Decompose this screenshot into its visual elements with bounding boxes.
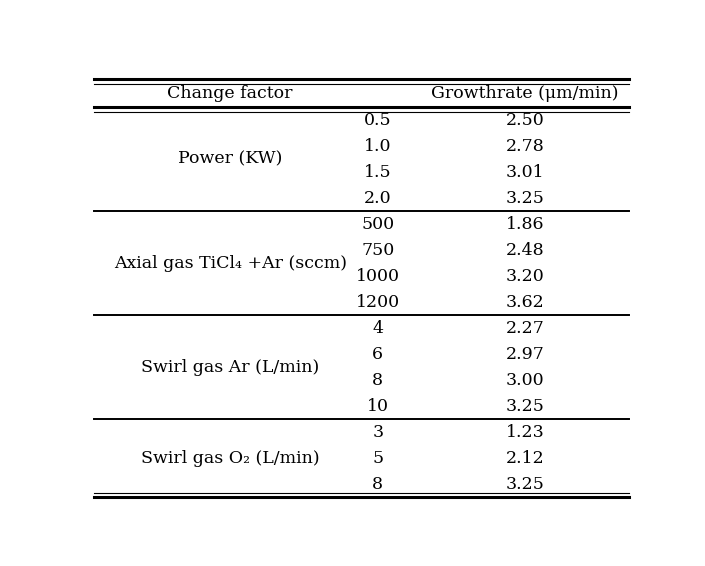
Text: Swirl gas Ar (L/min): Swirl gas Ar (L/min) [141, 359, 319, 376]
Text: 1.5: 1.5 [364, 164, 391, 181]
Text: 8: 8 [372, 372, 384, 389]
Text: 750: 750 [361, 242, 394, 259]
Text: 0.5: 0.5 [364, 112, 391, 128]
Text: 500: 500 [361, 216, 394, 233]
Text: 3.25: 3.25 [505, 475, 545, 493]
Text: 2.50: 2.50 [506, 112, 544, 128]
Text: 3.20: 3.20 [506, 268, 544, 285]
Text: 1.86: 1.86 [506, 216, 544, 233]
Text: 3.25: 3.25 [505, 190, 545, 207]
Text: Swirl gas O₂ (L/min): Swirl gas O₂ (L/min) [141, 450, 319, 467]
Text: 2.12: 2.12 [506, 450, 544, 467]
Text: 8: 8 [372, 475, 384, 493]
Text: 2.0: 2.0 [364, 190, 391, 207]
Text: 1200: 1200 [355, 294, 400, 311]
Text: Axial gas TiCl₄ +Ar (sccm): Axial gas TiCl₄ +Ar (sccm) [114, 255, 347, 272]
Text: 2.78: 2.78 [506, 138, 544, 155]
Text: Change factor: Change factor [167, 84, 293, 101]
Text: 10: 10 [367, 398, 388, 415]
Text: 4: 4 [372, 320, 384, 337]
Text: 3: 3 [372, 424, 384, 441]
Text: 1.23: 1.23 [506, 424, 544, 441]
Text: 3.00: 3.00 [506, 372, 544, 389]
Text: 1000: 1000 [356, 268, 400, 285]
Text: 3.01: 3.01 [506, 164, 544, 181]
Text: 5: 5 [372, 450, 384, 467]
Text: 2.97: 2.97 [505, 346, 545, 363]
Text: 3.62: 3.62 [506, 294, 544, 311]
Text: 3.25: 3.25 [505, 398, 545, 415]
Text: 1.0: 1.0 [364, 138, 391, 155]
Text: Growthrate (μm/min): Growthrate (μm/min) [431, 84, 619, 101]
Text: Power (KW): Power (KW) [178, 151, 283, 168]
Text: 2.48: 2.48 [506, 242, 544, 259]
Text: 6: 6 [372, 346, 384, 363]
Text: 2.27: 2.27 [505, 320, 545, 337]
